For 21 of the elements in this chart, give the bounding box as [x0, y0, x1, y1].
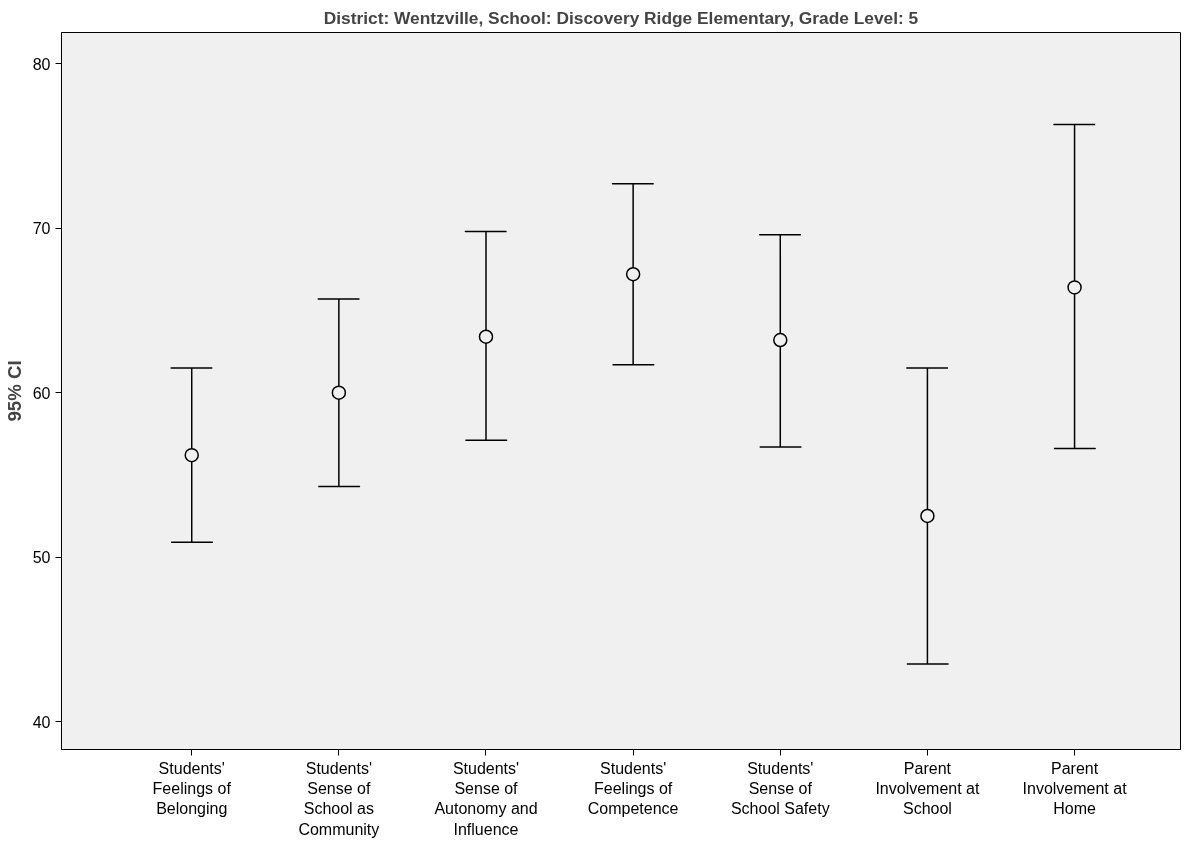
x-tick-label: Parent Involvement at Home [1022, 759, 1128, 818]
x-tick-label: Students' Sense of School as Community [298, 759, 380, 838]
y-tick-label: 70 [32, 220, 51, 238]
point [773, 332, 788, 348]
point [625, 267, 641, 282]
chart-title: District: Wentzville, School: Discovery Ridge Elementary, Grade Level: 5 [323, 7, 919, 28]
x-tick-label: Students' Feelings of Belonging [152, 759, 232, 818]
y-tick-label: 80 [32, 55, 51, 73]
x-tick-label: Students' Sense of School Safety [730, 759, 830, 818]
y-tick-label: 40 [32, 713, 51, 731]
point [1067, 280, 1082, 295]
point [920, 508, 935, 524]
point [184, 447, 199, 463]
x-tick-label: Students' Feelings of Competence [587, 759, 679, 818]
x-tick-label: Students' Sense of Autonomy and Influence [434, 759, 538, 838]
y-tick-label: 60 [32, 384, 51, 402]
y-tick-label: 50 [32, 549, 51, 567]
point [331, 385, 347, 400]
y-axis-title: 95% CI [3, 360, 25, 422]
x-tick-label: Parent Involvement at School [875, 759, 980, 818]
point [478, 329, 494, 344]
